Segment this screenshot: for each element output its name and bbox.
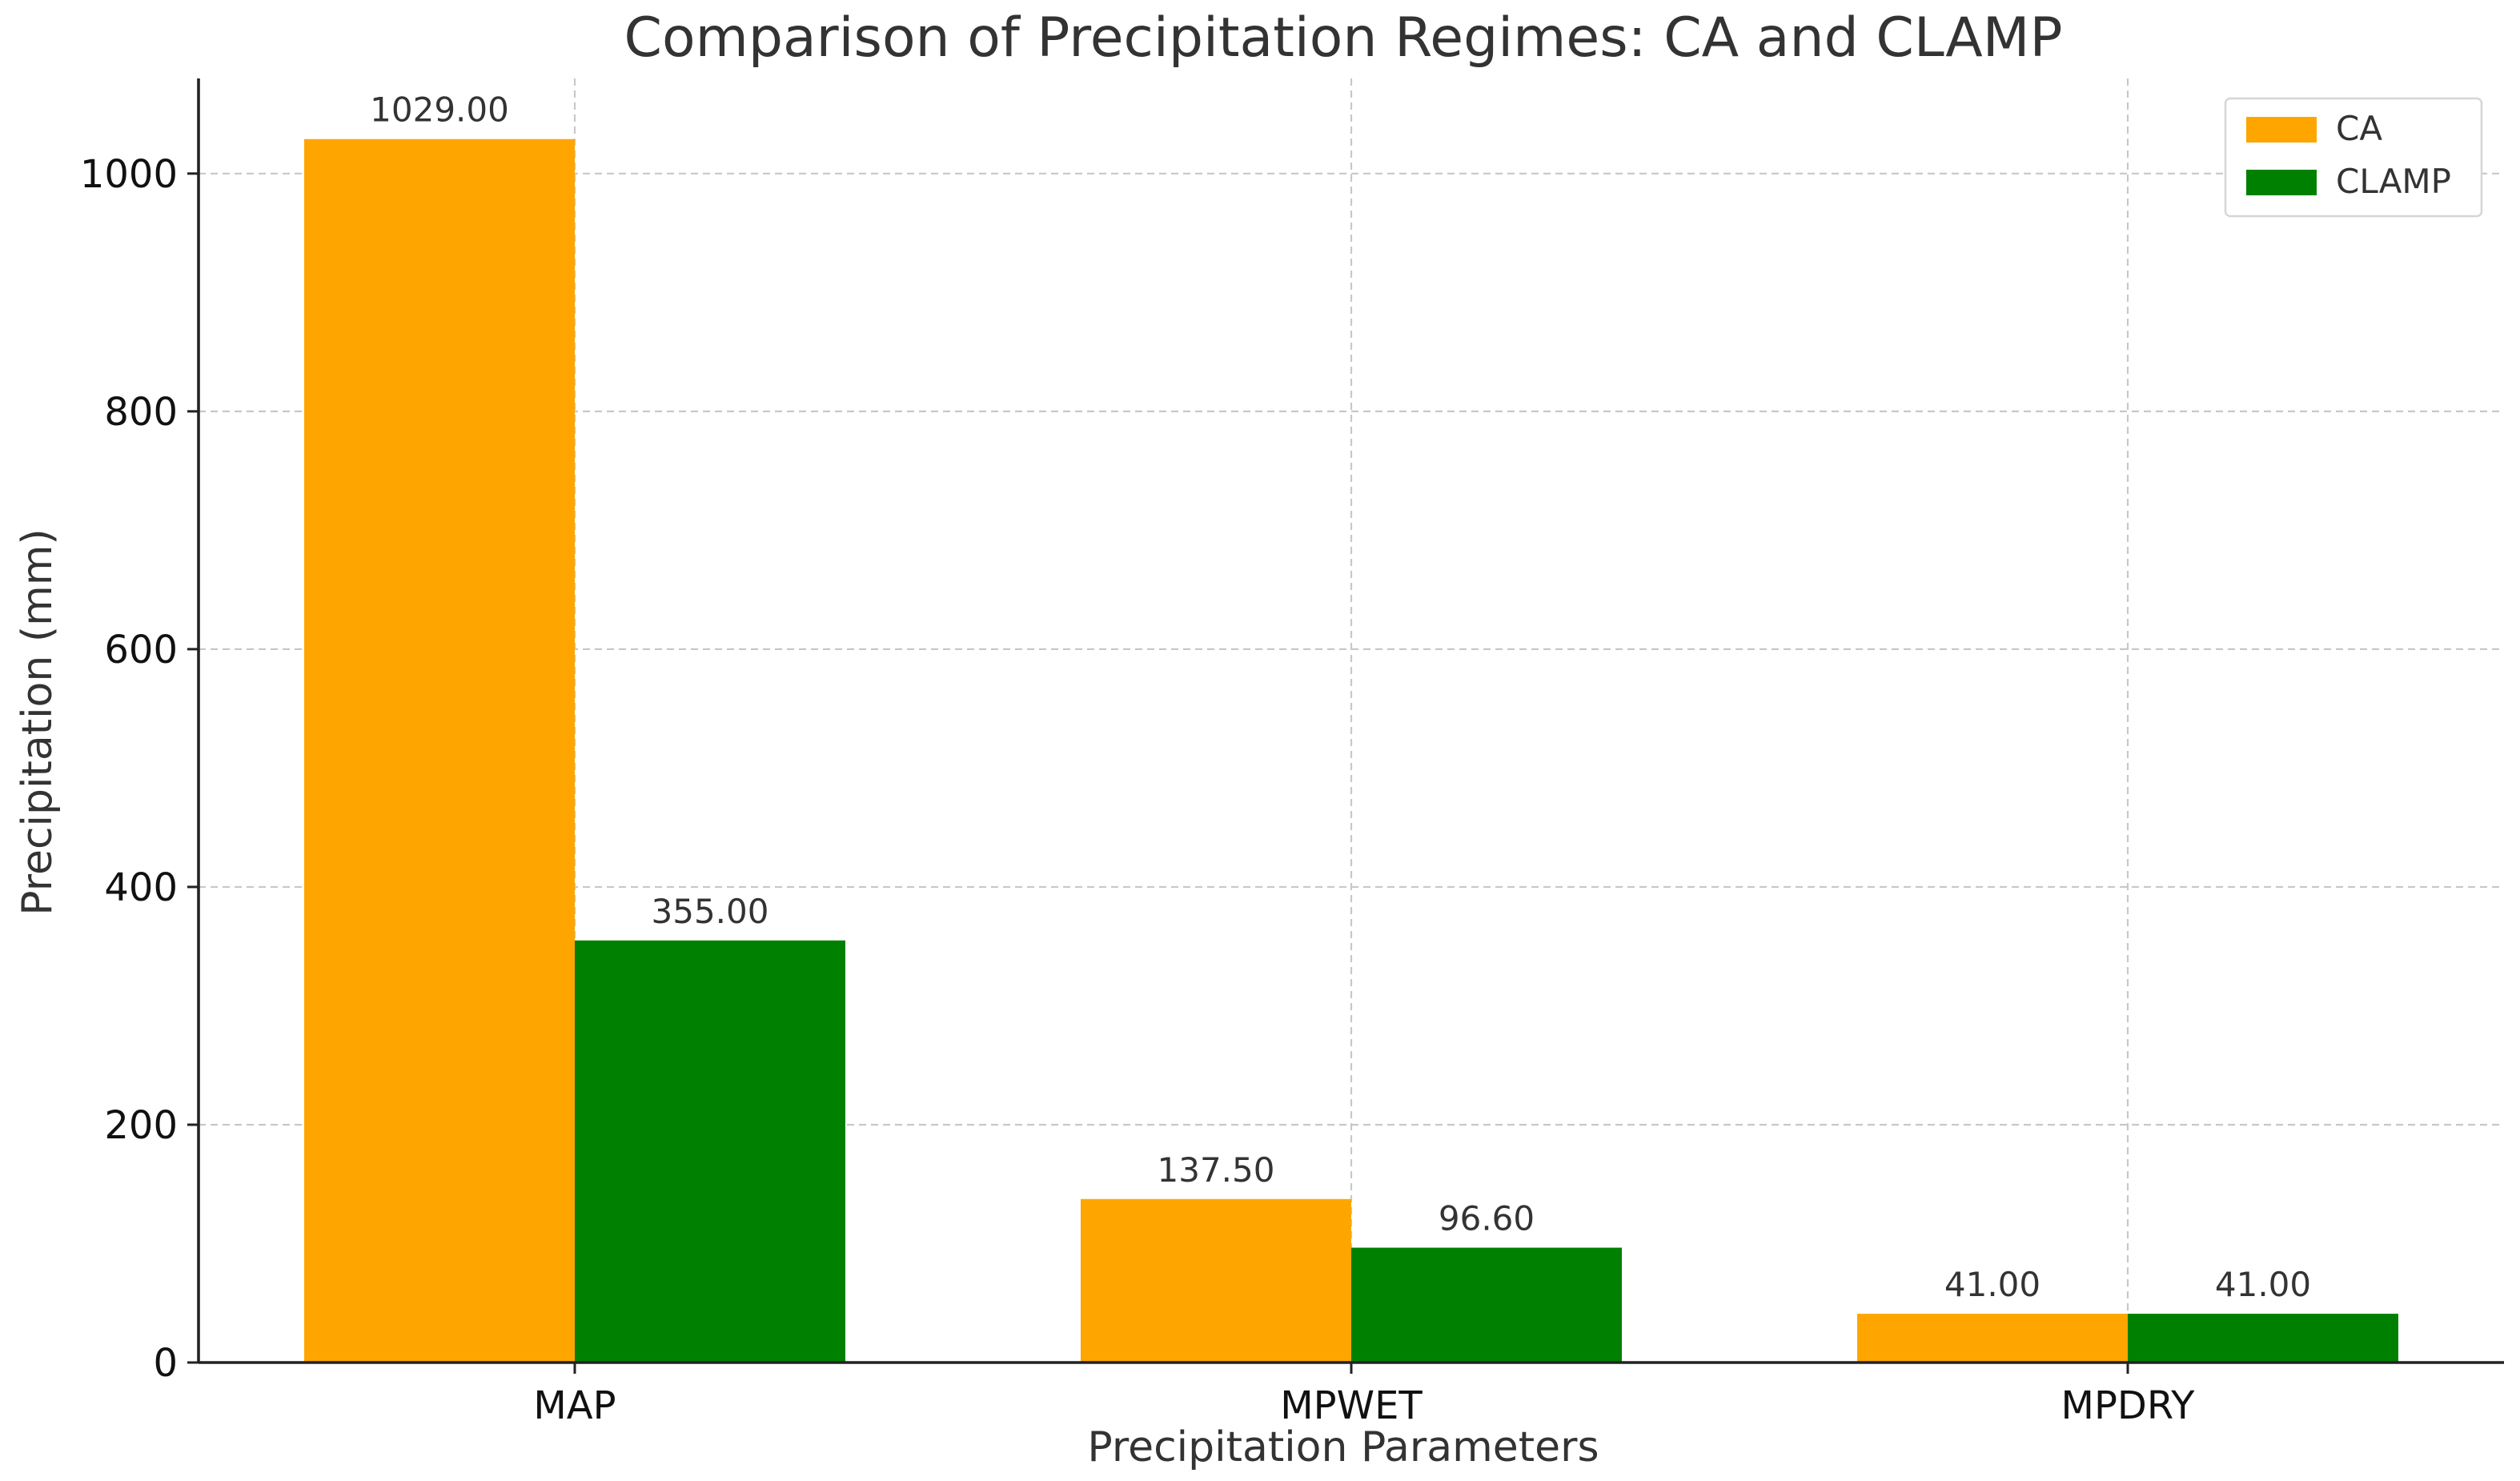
data-label-ca-mpwet: 137.50 — [1158, 1150, 1275, 1190]
legend-swatch-clamp — [2246, 170, 2317, 195]
legend-label-ca: CA — [2336, 109, 2382, 148]
bars — [304, 138, 2398, 1363]
data-label-clamp-mpdry: 41.00 — [2215, 1265, 2311, 1304]
data-label-clamp-map: 355.00 — [652, 892, 769, 931]
x-tick-label: MPWET — [1280, 1383, 1423, 1428]
x-tick-label: MAP — [533, 1383, 616, 1428]
data-label-clamp-mpwet: 96.60 — [1439, 1199, 1535, 1238]
bar-clamp-map — [575, 940, 845, 1363]
bar-clamp-mpwet — [1351, 1247, 1622, 1363]
data-label-ca-map: 1029.00 — [370, 90, 509, 130]
y-tick-label: 800 — [104, 390, 178, 435]
bar-ca-map — [304, 138, 575, 1363]
y-tick-label: 400 — [104, 865, 178, 910]
bar-clamp-mpdry — [2128, 1314, 2398, 1363]
data-labels: 1029.00 137.50 41.00 355.00 96.60 41.00 — [370, 90, 2311, 1304]
bar-ca-mpdry — [1857, 1314, 2128, 1363]
legend-label-clamp: CLAMP — [2336, 162, 2451, 201]
legend: CA CLAMP — [2224, 97, 2483, 218]
y-tick-label: 200 — [104, 1103, 178, 1148]
y-tick-label: 1000 — [80, 152, 178, 197]
legend-swatch-ca — [2246, 117, 2317, 142]
x-axis-title: Precipitation Parameters — [1087, 1423, 1599, 1471]
tick-labels: 0 200 400 600 800 1000 MAP MPWET MPDRY — [80, 152, 2195, 1428]
y-tick-label: 600 — [104, 628, 178, 672]
chart-title: Comparison of Precipitation Regimes: CA … — [624, 6, 2063, 70]
x-tick-label: MPDRY — [2061, 1383, 2196, 1428]
y-tick-label: 0 — [153, 1341, 178, 1386]
y-axis-title: Precipitation (mm) — [14, 528, 62, 915]
data-label-ca-mpdry: 41.00 — [1944, 1265, 2040, 1304]
bar-ca-mpwet — [1081, 1198, 1351, 1363]
